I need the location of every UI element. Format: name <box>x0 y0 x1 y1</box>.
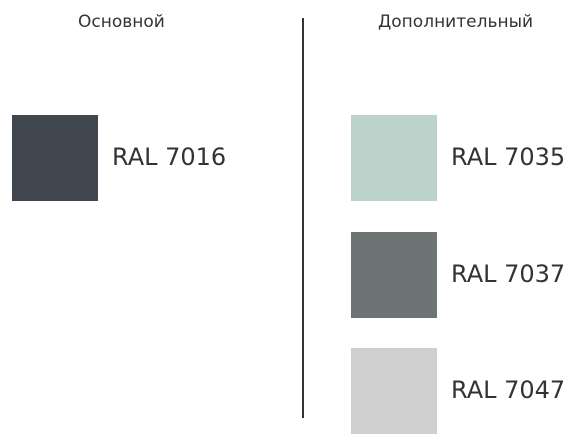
swatch-label: RAL 7016 <box>112 143 227 171</box>
color-swatch <box>351 348 437 434</box>
divider <box>302 18 304 418</box>
swatch-label: RAL 7047 <box>451 376 566 404</box>
color-swatch <box>351 232 437 318</box>
swatch-label: RAL 7037 <box>451 260 566 288</box>
color-swatch <box>351 115 437 201</box>
primary-title: Основной <box>78 12 165 32</box>
secondary-title: Дополнительный <box>378 12 534 32</box>
color-swatch <box>12 115 98 201</box>
swatch-label: RAL 7035 <box>451 143 566 171</box>
